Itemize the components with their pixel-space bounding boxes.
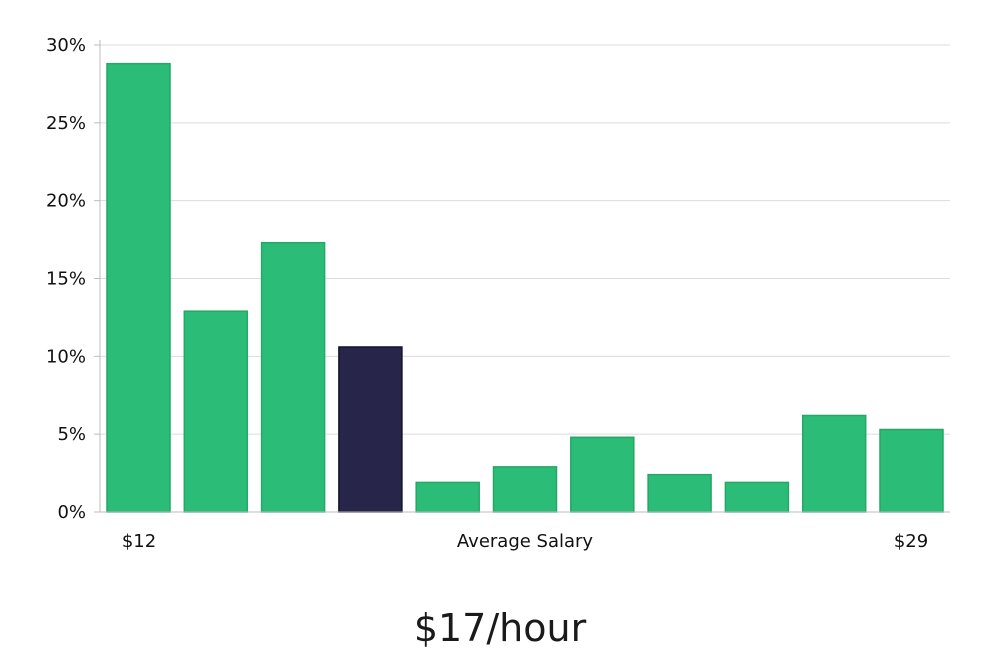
average-wage-headline: $17/hour	[413, 606, 587, 650]
bar	[106, 62, 171, 513]
y-tick-label: 25%	[46, 113, 86, 134]
bar	[647, 473, 712, 513]
bar	[183, 310, 249, 513]
y-tick-label: 5%	[57, 424, 86, 445]
y-axis-ticks: 0% 5% 10% 15% 20% 25% 30%	[46, 35, 100, 523]
bar-highlighted	[338, 346, 403, 513]
bar	[879, 428, 944, 513]
bar	[492, 466, 558, 513]
y-tick-label: 0%	[57, 502, 86, 523]
x-start-label: $12	[122, 531, 156, 552]
bar	[801, 414, 867, 513]
y-tick-label: 30%	[46, 35, 86, 56]
bar	[570, 436, 635, 513]
y-tick-label: 15%	[46, 269, 86, 290]
bars	[106, 62, 944, 513]
x-axis-title: Average Salary	[457, 531, 594, 552]
y-tick-label: 20%	[46, 191, 86, 212]
x-end-label: $29	[894, 531, 928, 552]
bar	[260, 241, 326, 513]
y-tick-label: 10%	[46, 346, 86, 367]
bar	[415, 481, 480, 513]
bar	[724, 481, 790, 513]
